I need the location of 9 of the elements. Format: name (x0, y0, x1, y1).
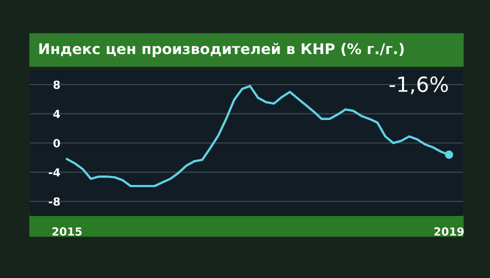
y-tick-label: -8 (48, 197, 60, 206)
y-tick-label: 8 (54, 80, 60, 89)
y-tick-label: -4 (48, 168, 60, 176)
x-tick-label: 2015 (52, 227, 82, 236)
x-tick-label: 2019 (434, 227, 464, 236)
y-tick-label: 4 (53, 110, 60, 118)
chart-title: Индекс цен производителей в КНР (% г./г.) (39, 42, 404, 58)
annotation: -1,6% (390, 76, 448, 94)
y-tick-label: 0 (53, 138, 60, 148)
